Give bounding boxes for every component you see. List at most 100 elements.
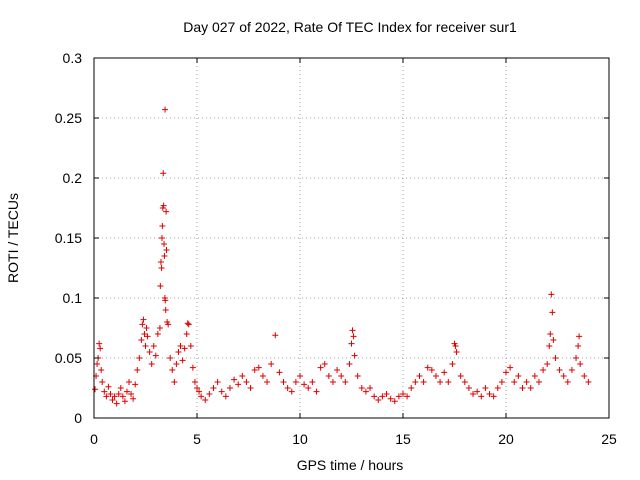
data-point [121,398,128,405]
data-point [575,343,582,349]
data-point [105,383,112,390]
data-point [97,345,104,352]
data-point [98,367,105,373]
data-point [358,385,365,391]
data-point [342,379,349,385]
x-tick-labels: 0 5 10 15 20 25 [90,431,617,447]
data-point [457,373,464,379]
data-point [158,235,165,241]
data-point [527,385,534,391]
data-point [453,349,460,355]
data-point [92,386,99,393]
data-point [143,325,150,331]
data-point [165,321,172,328]
data-point [146,349,153,355]
data-point [585,379,592,385]
data-point [169,367,176,373]
data-point [449,361,456,367]
data-point [540,367,547,373]
y-tick-label: 0.25 [55,110,82,126]
x-tick-label: 10 [292,431,308,447]
data-point [115,391,122,397]
chart-title: Day 027 of 2022, Rate Of TEC Index for r… [183,19,517,35]
data-point [185,321,192,328]
data-point [119,393,126,400]
data-point [272,332,279,339]
data-point [235,381,242,388]
data-point [348,340,355,347]
data-point [259,373,266,379]
data-point [268,361,275,367]
data-point [482,385,489,391]
data-point [196,388,203,395]
data-point [550,337,557,343]
data-point [309,379,316,385]
data-point [573,355,580,361]
data-point [408,385,415,391]
data-point [171,379,178,385]
data-point [549,309,556,316]
data-point [247,385,254,391]
data-point [552,355,559,361]
data-point [338,373,345,379]
data-point [142,343,149,349]
data-point [144,333,151,340]
data-point [490,393,497,400]
data-point [400,391,406,397]
data-point [158,265,165,271]
data-point [126,379,133,385]
data-point [395,393,402,400]
data-point [107,391,114,397]
y-tick-label: 0.2 [63,170,83,186]
data-point [226,385,233,391]
y-tick-label: 0.15 [55,230,82,246]
data-point [206,391,213,397]
data-point [465,385,472,391]
data-point [183,331,190,337]
data-point [264,379,271,385]
x-tick-label: 0 [90,431,98,447]
data-point [243,379,250,385]
data-point [239,373,246,379]
data-point [113,400,120,407]
data-point [154,331,161,337]
data-point [162,106,169,113]
data-point [255,364,262,371]
data-point [292,379,299,385]
data-point [371,393,378,400]
data-point [167,355,174,361]
data-point [96,340,103,347]
data-point [379,393,386,400]
y-tick-label: 0.1 [63,290,83,306]
data-point [297,373,303,379]
data-point [546,343,553,349]
y-tick-label: 0.3 [63,50,83,66]
data-point [556,367,563,373]
data-point [101,388,108,395]
data-point [375,397,382,403]
data-point [136,355,143,361]
data-point [184,320,191,327]
data-point [138,337,145,343]
y-axis-label: ROTI / TECUs [5,193,21,283]
data-point [349,327,356,334]
data-point [519,385,526,391]
data-point [478,393,485,400]
data-point [222,393,229,400]
data-point [156,325,163,331]
data-point [194,385,200,391]
data-point [163,247,170,253]
data-point [288,388,295,395]
data-point [280,379,287,385]
data-point [560,373,567,379]
data-point [128,391,135,397]
data-point [329,379,336,385]
data-point [494,385,501,391]
data-point [218,388,225,395]
data-point [109,397,116,403]
data-point [161,253,168,259]
data-points [92,106,592,407]
data-point [157,283,164,289]
data-point [301,381,308,388]
data-point [346,361,353,367]
